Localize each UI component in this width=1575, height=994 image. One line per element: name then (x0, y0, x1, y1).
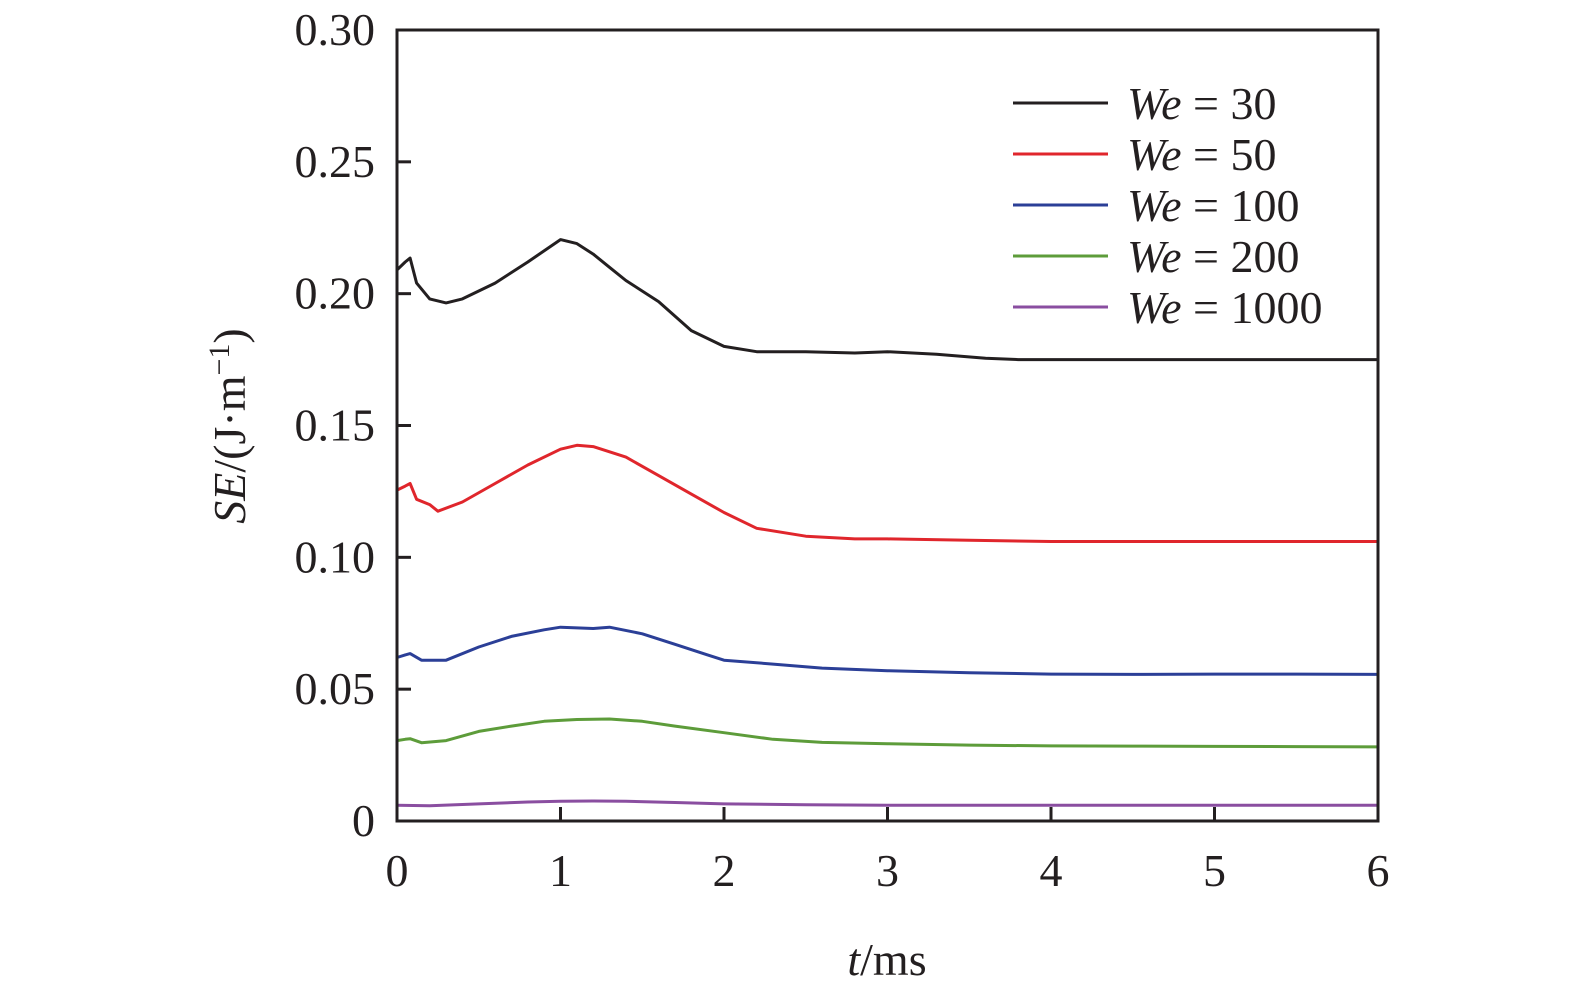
plot-series (395, 238, 1379, 808)
legend-item: We = 30 (1013, 78, 1276, 129)
legend-label: We = 30 (1127, 78, 1276, 129)
y-tick-label: 0.30 (295, 4, 376, 55)
x-tick-label: 4 (1040, 845, 1063, 896)
x-axis-ticks: 0 1 2 3 4 5 6 (386, 807, 1390, 896)
y-tick-label: 0.10 (295, 531, 376, 582)
x-tick-label: 3 (876, 845, 899, 896)
series-line-1 (396, 443, 1378, 543)
legend-label: We = 50 (1127, 129, 1276, 180)
series-line-3 (396, 717, 1379, 749)
series-line-4 (396, 799, 1378, 808)
x-tick-label: 1 (549, 845, 572, 896)
series-line-0 (395, 238, 1378, 362)
y-tick-label: 0.15 (295, 400, 376, 451)
legend-label: We = 200 (1127, 231, 1299, 282)
y-tick-label: 0 (352, 795, 375, 846)
legend-item: We = 200 (1013, 231, 1299, 282)
x-tick-label: 0 (386, 845, 409, 896)
legend-label: We = 100 (1127, 180, 1299, 231)
y-axis-title: SE/(J·m−1) (203, 328, 255, 523)
y-tick-label: 0.20 (295, 268, 376, 319)
legend-item: We = 100 (1013, 180, 1299, 231)
x-tick-label: 6 (1367, 845, 1390, 896)
y-tick-label: 0.25 (295, 136, 376, 187)
series-line-2 (396, 625, 1379, 676)
x-tick-label: 5 (1203, 845, 1226, 896)
legend-item: We = 50 (1013, 129, 1276, 180)
y-tick-label: 0.05 (295, 663, 376, 714)
y-axis-ticks: 0 0.05 0.10 0.15 0.20 0.25 0.30 (295, 4, 411, 846)
legend-item: We = 1000 (1013, 282, 1322, 333)
x-axis-title: t/ms (847, 934, 926, 985)
legend-label: We = 1000 (1127, 282, 1322, 333)
x-tick-label: 2 (713, 845, 736, 896)
